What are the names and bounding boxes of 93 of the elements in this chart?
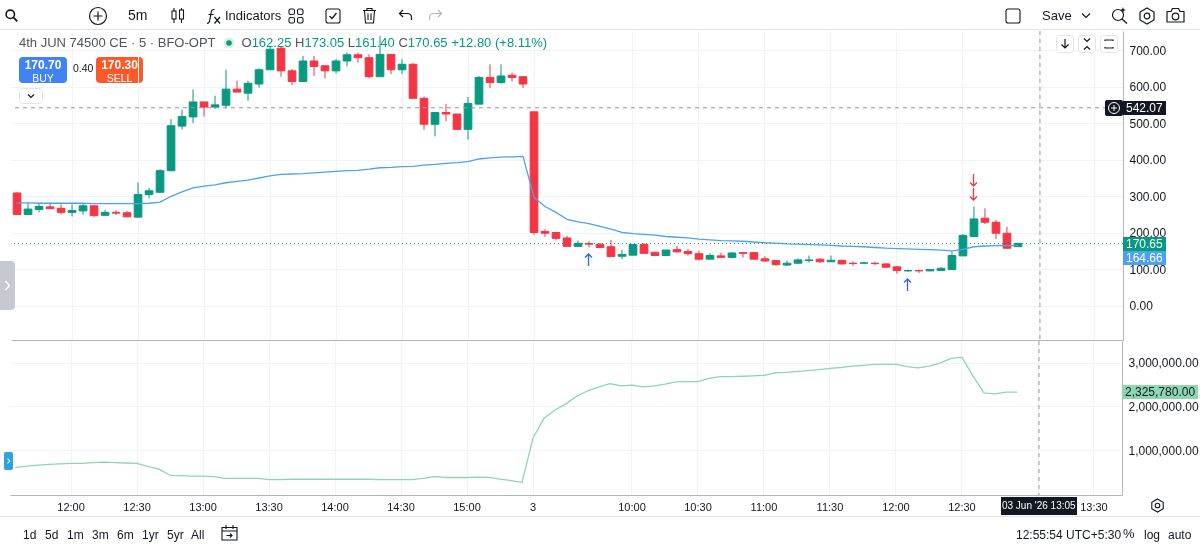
- x-tick-label: 14:00: [321, 500, 349, 513]
- candlestick: [507, 72, 517, 82]
- candlestick: [210, 95, 220, 110]
- x-tick-label: 12:30: [948, 500, 976, 513]
- y-tick-label: 2,000,000.00: [1128, 400, 1199, 414]
- x-tick-label: 12:30: [123, 500, 151, 513]
- candlestick: [386, 53, 396, 75]
- text: 5d: [45, 527, 59, 543]
- text: 3m: [92, 527, 109, 543]
- text: 1m: [67, 527, 84, 543]
- candlestick: [815, 257, 825, 264]
- chart-title: 4th JUN 74500 CE · 5 · BFO-OPT: [19, 35, 216, 51]
- line-series: [16, 155, 1019, 252]
- candlestick: [199, 101, 209, 118]
- candlestick: [496, 63, 506, 85]
- candlestick: [364, 53, 374, 80]
- candlestick: [430, 112, 440, 137]
- candlestick: [188, 89, 198, 124]
- x-tick-label: 13:30: [1080, 500, 1108, 513]
- y-tick-label: 600.00: [1129, 80, 1167, 95]
- candlestick: [177, 109, 187, 130]
- annotation: BUY: [31, 72, 55, 84]
- candlestick: [397, 58, 407, 75]
- text: 5yr: [167, 527, 184, 543]
- sell-button: 170.30 SELL: [96, 57, 143, 83]
- text: log: [1144, 527, 1161, 543]
- candlestick: [485, 63, 495, 89]
- candlestick: [320, 65, 330, 80]
- candlestick: [254, 67, 264, 89]
- x-tick-label: 11:30: [816, 500, 844, 513]
- candlestick: [111, 209, 121, 216]
- text: All: [191, 527, 205, 543]
- ref-line-label: 170.65: [1123, 236, 1166, 251]
- text: 6m: [117, 527, 134, 543]
- text: 164.66: [1123, 250, 1166, 265]
- candlestick: [309, 55, 319, 77]
- candlestick: [56, 203, 66, 216]
- y-tick-label: 1,000,000.00: [1128, 443, 1199, 458]
- y-tick-label: 400.00: [1129, 153, 1167, 168]
- candlestick: [276, 46, 286, 78]
- x-tick-label: 11:00: [750, 500, 778, 513]
- candlestick: [683, 248, 693, 257]
- buy-button: 170.70 BUY: [19, 57, 67, 83]
- text: 1yr: [142, 527, 159, 543]
- candlestick: [221, 69, 231, 110]
- candlestick: [804, 255, 814, 263]
- line-series: [15, 356, 1018, 483]
- ref-line-label: 542.07: [1123, 100, 1166, 115]
- x-tick-label: 12:00: [57, 500, 85, 513]
- y-tick-label: 3,000,000.00: [1128, 356, 1199, 371]
- x-tick-label: 13:30: [255, 500, 283, 513]
- candlestick: [133, 181, 143, 219]
- y-tick-label: 700.00: [1129, 43, 1167, 58]
- text: %: [1123, 526, 1135, 542]
- annotation: 170.30: [100, 58, 139, 72]
- text: Indicators: [225, 8, 282, 24]
- text: Save: [1042, 8, 1072, 24]
- x-tick-label: 10:30: [684, 500, 712, 513]
- candlestick: [540, 228, 550, 238]
- x-tick-label: 3: [529, 500, 537, 513]
- text: 1d: [23, 527, 37, 543]
- candlestick: [232, 80, 242, 93]
- x-tick-label: 14:30: [387, 500, 415, 513]
- text: 2,325,780.00: [1122, 385, 1199, 400]
- annotation: 170.70: [23, 58, 63, 72]
- y-tick-label: 0.00: [1129, 299, 1154, 314]
- annotation: 0.40: [73, 62, 94, 74]
- y-tick-label: 100.00: [1129, 262, 1167, 277]
- candlestick: [738, 252, 748, 258]
- text: 5m: [128, 7, 148, 23]
- candlestick: [265, 46, 275, 71]
- x-tick-label: 13:00: [189, 500, 217, 513]
- annotation: SELL: [105, 72, 134, 84]
- text: O162.25 H173.05 L161.40 C170.65 +12.80 (+8.11%): [241, 35, 548, 50]
- x-tick-label: 03 Jun '26 13:05: [1000, 497, 1077, 515]
- candlestick: [980, 207, 990, 225]
- x-tick-label: 10:00: [618, 500, 646, 513]
- candlestick: [441, 103, 451, 122]
- candlestick: [969, 206, 979, 238]
- x-tick-label: 12:00: [882, 500, 910, 513]
- candlestick: [617, 249, 627, 260]
- candlestick: [991, 219, 1001, 240]
- candlestick: [826, 255, 836, 263]
- text: 12:55:54 UTC+5:30: [1016, 527, 1122, 543]
- candlestick: [67, 203, 77, 217]
- candlestick: [298, 55, 308, 82]
- text: auto: [1168, 527, 1192, 543]
- y-tick-label: 500.00: [1129, 116, 1167, 131]
- candlestick: [353, 52, 363, 63]
- candlestick: [243, 80, 253, 102]
- x-tick-label: 15:00: [453, 500, 481, 513]
- y-tick-label: 300.00: [1129, 189, 1167, 204]
- candlestick: [144, 187, 154, 199]
